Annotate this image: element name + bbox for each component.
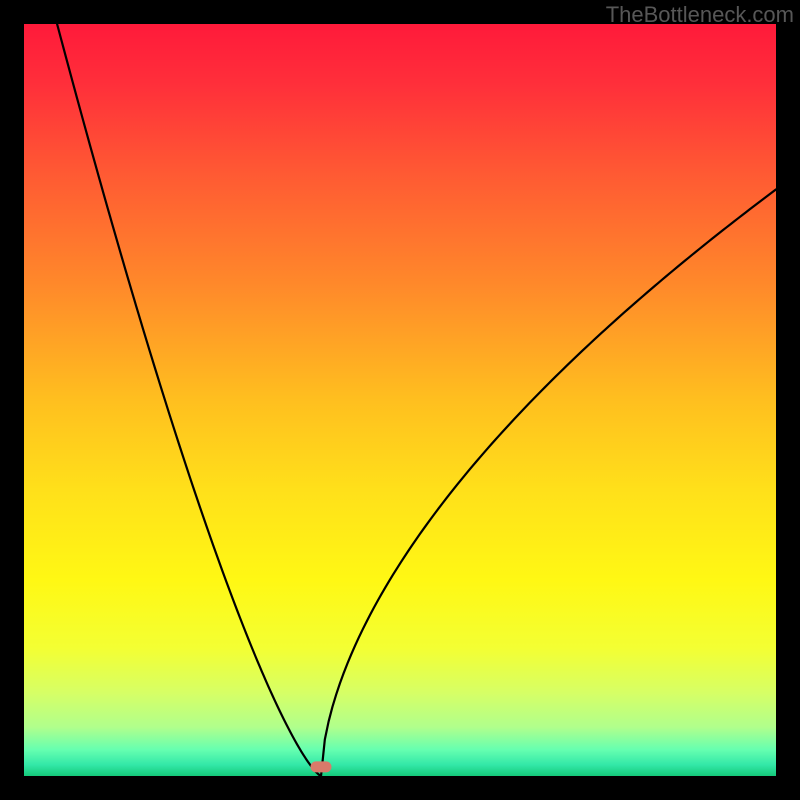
curve-path — [57, 24, 776, 776]
bottleneck-curve — [24, 24, 776, 776]
watermark-text: TheBottleneck.com — [606, 2, 794, 28]
chart-frame: TheBottleneck.com — [0, 0, 800, 800]
plot-area — [24, 24, 776, 776]
vertex-marker — [311, 761, 332, 772]
